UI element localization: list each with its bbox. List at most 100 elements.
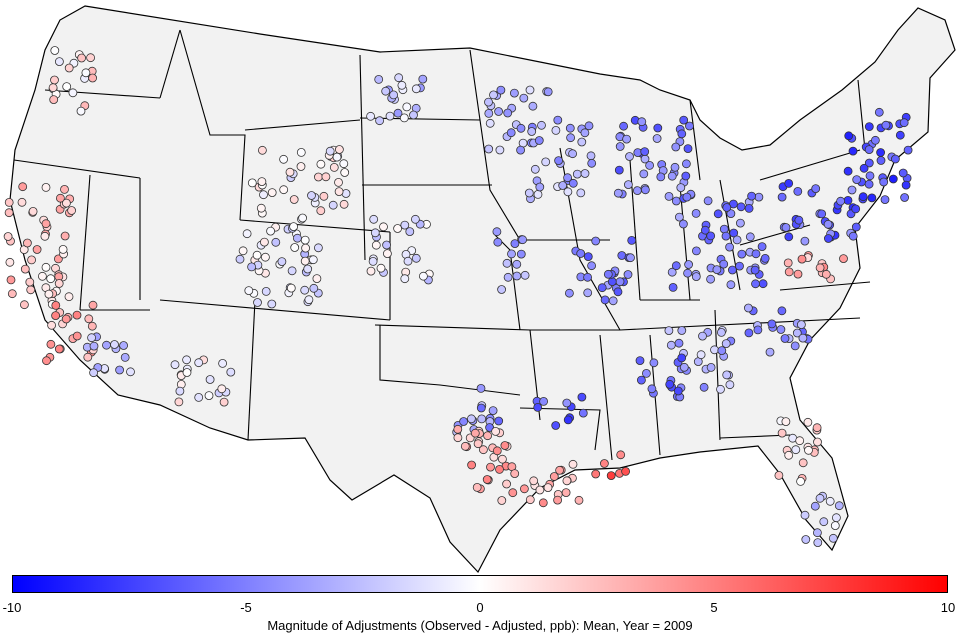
monitor-site-marker bbox=[88, 300, 98, 310]
monitor-site-marker bbox=[830, 521, 840, 530]
monitor-site-marker bbox=[393, 224, 403, 233]
monitor-site-marker bbox=[493, 237, 503, 247]
monitor-site-marker bbox=[583, 252, 593, 262]
monitor-site-marker bbox=[553, 115, 563, 125]
monitor-site-marker bbox=[62, 82, 72, 91]
monitor-site-marker bbox=[671, 261, 681, 271]
monitor-site-marker bbox=[58, 244, 68, 254]
monitor-site-marker bbox=[871, 135, 880, 145]
monitor-site-marker bbox=[470, 428, 480, 438]
monitor-site-marker bbox=[549, 472, 559, 481]
monitor-site-marker bbox=[56, 193, 65, 203]
monitor-site-marker bbox=[4, 197, 14, 207]
monitor-site-marker bbox=[54, 279, 64, 288]
monitor-site-marker bbox=[252, 250, 262, 260]
monitor-site-marker bbox=[508, 488, 518, 498]
monitor-site-marker bbox=[627, 235, 637, 245]
monitor-site-marker bbox=[483, 431, 493, 441]
monitor-site-marker bbox=[797, 320, 806, 330]
monitor-site-marker bbox=[313, 172, 323, 182]
monitor-site-marker bbox=[554, 156, 563, 166]
monitor-site-marker bbox=[736, 218, 745, 228]
monitor-site-marker bbox=[836, 196, 845, 206]
monitor-site-marker bbox=[633, 186, 642, 196]
monitor-site-marker bbox=[600, 459, 609, 468]
monitor-site-marker bbox=[287, 266, 297, 276]
monitor-site-marker bbox=[18, 182, 28, 192]
monitor-site-marker bbox=[576, 188, 586, 198]
monitor-site-marker bbox=[61, 314, 71, 324]
monitor-site-marker bbox=[497, 496, 507, 505]
monitor-site-marker bbox=[898, 168, 908, 178]
monitor-site-marker bbox=[418, 271, 428, 281]
monitor-site-marker bbox=[41, 182, 51, 192]
monitor-site-marker bbox=[48, 83, 58, 93]
monitor-site-marker bbox=[706, 231, 716, 241]
monitor-site-marker bbox=[666, 340, 676, 350]
monitor-site-marker bbox=[591, 236, 601, 246]
monitor-site-marker bbox=[25, 277, 35, 287]
monitor-site-marker bbox=[677, 129, 687, 139]
monitor-site-marker bbox=[900, 193, 909, 202]
monitor-site-marker bbox=[664, 191, 674, 201]
monitor-site-marker bbox=[891, 154, 900, 164]
monitor-site-marker bbox=[497, 285, 507, 294]
monitor-site-marker bbox=[339, 159, 349, 169]
monitor-site-marker bbox=[613, 287, 623, 297]
monitor-site-marker bbox=[84, 314, 94, 324]
monitor-site-marker bbox=[41, 262, 51, 272]
monitor-site-marker bbox=[821, 269, 831, 279]
monitor-site-marker bbox=[574, 495, 584, 505]
monitor-site-marker bbox=[622, 134, 631, 144]
monitor-site-marker bbox=[399, 113, 409, 123]
monitor-site-marker bbox=[256, 203, 266, 213]
monitor-site-marker bbox=[366, 266, 376, 276]
colorbar bbox=[12, 575, 948, 593]
monitor-site-marker bbox=[645, 160, 654, 170]
monitor-site-marker bbox=[640, 154, 650, 164]
monitor-site-marker bbox=[668, 282, 678, 292]
monitor-site-marker bbox=[614, 165, 624, 175]
monitor-site-marker bbox=[558, 181, 568, 190]
monitor-site-marker bbox=[300, 256, 310, 266]
monitor-site-marker bbox=[834, 501, 844, 511]
monitor-site-marker bbox=[316, 159, 326, 169]
monitor-site-marker bbox=[541, 157, 551, 167]
monitor-site-marker bbox=[510, 469, 520, 479]
monitor-site-marker bbox=[671, 142, 681, 152]
monitor-site-marker bbox=[170, 360, 180, 370]
monitor-site-marker bbox=[587, 158, 597, 168]
monitor-site-marker bbox=[784, 450, 794, 460]
monitor-site-marker bbox=[801, 535, 811, 544]
monitor-site-marker bbox=[535, 182, 545, 192]
colorbar-tick-neg5: -5 bbox=[240, 600, 252, 615]
monitor-site-marker bbox=[64, 292, 74, 302]
monitor-site-marker bbox=[175, 386, 185, 396]
monitor-site-marker bbox=[518, 235, 527, 245]
monitor-site-marker bbox=[732, 235, 742, 245]
monitor-site-marker bbox=[277, 257, 287, 267]
monitor-site-marker bbox=[781, 223, 791, 232]
monitor-site-marker bbox=[848, 231, 858, 241]
monitor-site-marker bbox=[784, 267, 794, 277]
monitor-site-marker bbox=[811, 184, 821, 194]
monitor-site-marker bbox=[218, 358, 228, 368]
monitor-site-marker bbox=[623, 270, 633, 279]
monitor-site-marker bbox=[375, 116, 385, 126]
monitor-site-marker bbox=[494, 416, 504, 426]
monitor-site-marker bbox=[675, 212, 684, 222]
monitor-site-marker bbox=[647, 384, 657, 394]
monitor-site-marker bbox=[376, 263, 386, 273]
monitor-site-marker bbox=[639, 169, 649, 179]
monitor-site-marker bbox=[369, 214, 379, 224]
monitor-site-marker bbox=[767, 319, 777, 329]
monitor-site-marker bbox=[19, 300, 29, 310]
monitor-site-marker bbox=[510, 88, 519, 98]
monitor-site-marker bbox=[102, 340, 111, 350]
monitor-site-marker bbox=[205, 375, 215, 384]
monitor-site-marker bbox=[285, 167, 295, 177]
monitor-site-marker bbox=[682, 159, 691, 169]
monitor-site-marker bbox=[496, 85, 506, 95]
monitor-site-marker bbox=[800, 236, 810, 246]
monitor-site-marker bbox=[810, 501, 820, 511]
